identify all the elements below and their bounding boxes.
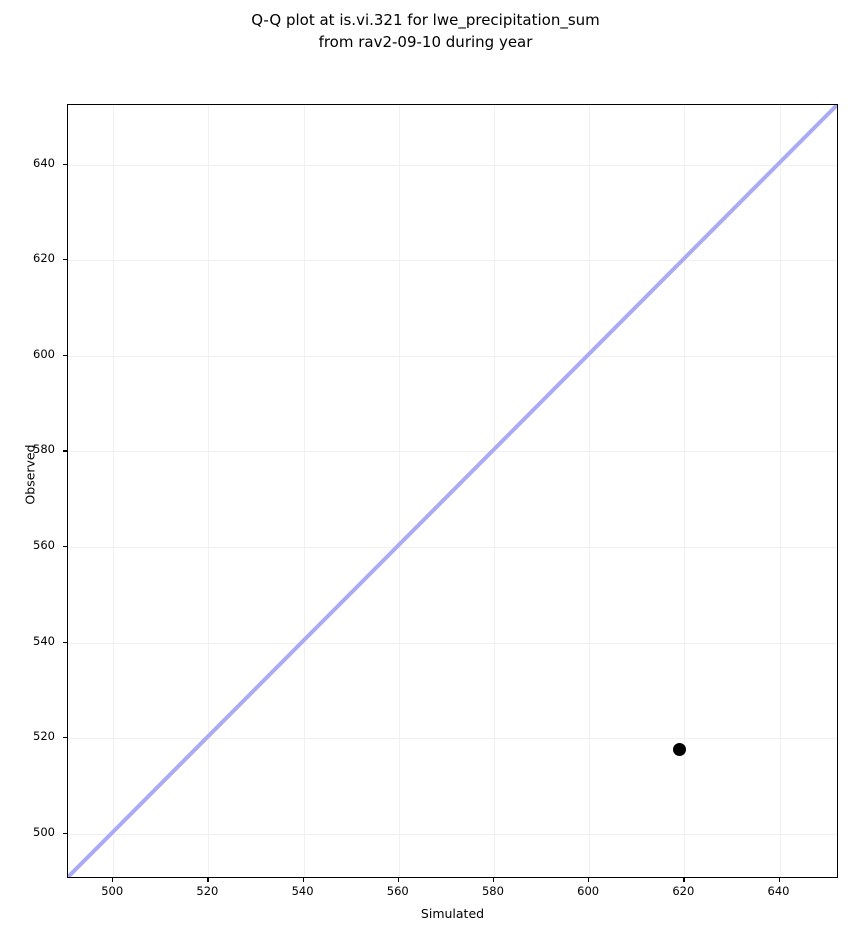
x-tick-mark	[207, 878, 209, 882]
y-tick-mark	[63, 354, 67, 357]
x-tick-label: 600	[577, 884, 600, 898]
gridline-horizontal	[68, 546, 837, 549]
y-tick-mark	[63, 259, 67, 261]
x-tick-mark	[397, 878, 399, 882]
y-tick-mark	[63, 641, 67, 643]
y-tick-label: 520	[33, 729, 55, 744]
gridline-horizontal	[68, 738, 837, 740]
x-tick-mark	[588, 878, 590, 882]
gridline-vertical	[208, 105, 210, 877]
gridline-vertical	[113, 105, 115, 877]
x-tick-mark	[492, 878, 495, 882]
y-tick-label: 560	[33, 537, 55, 552]
y-tick-label: 540	[33, 633, 55, 648]
y-tick-mark	[63, 450, 67, 452]
gridline-vertical	[398, 105, 400, 877]
y-tick-label: 500	[33, 824, 55, 839]
x-tick-mark	[778, 878, 780, 882]
x-tick-mark	[112, 878, 114, 882]
gridline-vertical	[589, 105, 591, 877]
gridline-horizontal	[68, 833, 837, 835]
plot-area	[67, 104, 838, 878]
y-tick-label: 640	[33, 155, 55, 170]
gridline-vertical	[303, 105, 305, 877]
gridline-horizontal	[68, 355, 837, 357]
x-tick-mark	[302, 878, 304, 882]
x-tick-label: 520	[196, 884, 219, 898]
x-tick-mark	[683, 878, 685, 882]
y-tick-mark	[63, 545, 67, 548]
data-point	[673, 742, 687, 756]
x-tick-label: 540	[291, 884, 314, 898]
gridline-vertical	[779, 105, 781, 877]
y-tick-label: 600	[33, 346, 55, 361]
gridline-vertical	[493, 105, 496, 877]
gridline-horizontal	[68, 451, 837, 453]
x-tick-label: 580	[481, 884, 504, 898]
x-tick-label: 640	[767, 884, 790, 898]
figure-title-line-2: from rav2-09-10 during year	[318, 33, 533, 51]
reference-line	[68, 105, 837, 877]
y-tick-label: 620	[33, 251, 55, 266]
figure-title-line-1: Q-Q plot at is.vi.321 for lwe_precipitat…	[251, 11, 600, 29]
y-tick-label: 580	[33, 442, 55, 457]
x-tick-label: 560	[386, 884, 409, 898]
y-tick-mark	[63, 832, 67, 834]
x-tick-label: 500	[101, 884, 124, 898]
y-axis-label: Observed	[22, 444, 38, 505]
figure-title: Q-Q plot at is.vi.321 for lwe_precipitat…	[0, 9, 851, 53]
gridline-horizontal	[68, 260, 837, 262]
gridline-vertical	[684, 105, 686, 877]
y-tick-mark	[63, 163, 67, 165]
y-tick-mark	[63, 737, 67, 739]
gridline-horizontal	[68, 642, 837, 644]
x-axis-label: Simulated	[420, 906, 485, 921]
x-tick-label: 620	[672, 884, 695, 898]
gridline-horizontal	[68, 164, 837, 166]
